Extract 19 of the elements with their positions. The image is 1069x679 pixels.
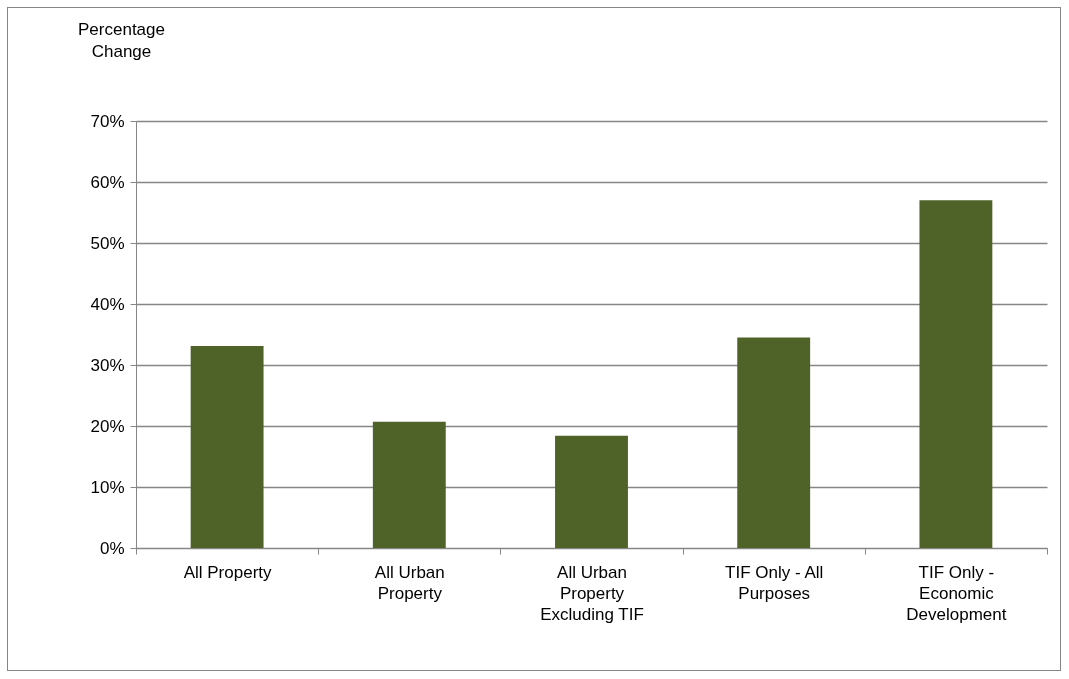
y-axis-title: Percentage Change	[78, 19, 165, 61]
bar	[372, 421, 446, 548]
y-tick-label: 0%	[99, 538, 125, 558]
y-tick-label: 60%	[90, 172, 125, 192]
x-tick-label: TIF Only - Economic Development	[906, 562, 1007, 624]
x-tick-label: TIF Only - All Purposes	[725, 562, 824, 603]
bar	[737, 337, 811, 548]
y-tick-label: 10%	[90, 477, 125, 497]
y-tick-label: 30%	[90, 355, 125, 375]
bar	[555, 435, 628, 548]
bar	[919, 200, 993, 548]
y-tick-label: 20%	[90, 416, 125, 436]
y-tick-label: 70%	[90, 111, 125, 131]
x-tick-label: All Urban Property Excluding TIF	[540, 562, 644, 624]
x-tick-label: All Property	[183, 562, 273, 582]
y-tick-label: 50%	[90, 233, 125, 253]
y-tick-label: 40%	[90, 294, 125, 314]
bar	[190, 346, 264, 548]
x-tick-label: All Urban Property	[374, 562, 445, 603]
